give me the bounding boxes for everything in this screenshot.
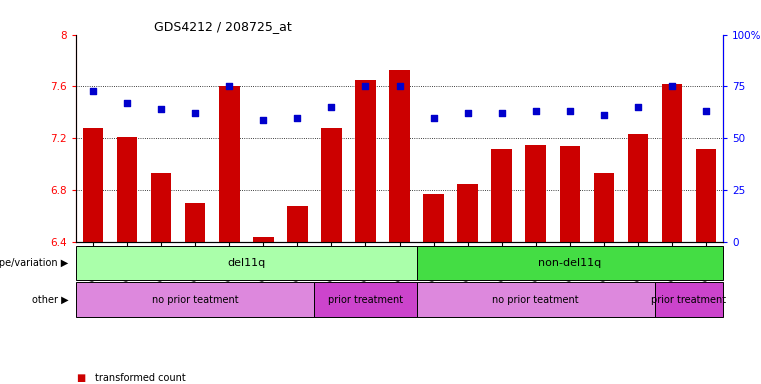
Text: no prior teatment: no prior teatment bbox=[492, 295, 579, 305]
Text: other ▶: other ▶ bbox=[32, 295, 68, 305]
Point bbox=[530, 108, 542, 114]
Point bbox=[223, 83, 235, 89]
Bar bbox=[655, 282, 723, 317]
Point bbox=[393, 83, 406, 89]
Point bbox=[495, 110, 508, 116]
Point bbox=[428, 114, 440, 121]
Point bbox=[326, 104, 338, 110]
Point bbox=[121, 100, 133, 106]
Point bbox=[87, 88, 99, 94]
Bar bbox=[185, 203, 205, 242]
Bar bbox=[287, 206, 307, 242]
Text: prior treatment: prior treatment bbox=[328, 295, 403, 305]
Bar bbox=[253, 237, 273, 242]
Text: del11q: del11q bbox=[228, 258, 266, 268]
Bar bbox=[117, 137, 138, 242]
Point bbox=[155, 106, 167, 112]
Text: GDS4212 / 208725_at: GDS4212 / 208725_at bbox=[154, 20, 291, 33]
Point bbox=[632, 104, 644, 110]
Text: genotype/variation ▶: genotype/variation ▶ bbox=[0, 258, 68, 268]
Bar bbox=[321, 128, 342, 242]
Bar bbox=[416, 246, 723, 280]
Bar bbox=[83, 128, 103, 242]
Text: transformed count: transformed count bbox=[95, 373, 186, 383]
Point bbox=[700, 108, 712, 114]
Text: prior treatment: prior treatment bbox=[651, 295, 727, 305]
Bar bbox=[355, 80, 376, 242]
Point bbox=[189, 110, 202, 116]
Bar bbox=[151, 173, 171, 242]
Text: ■: ■ bbox=[76, 373, 85, 383]
Bar bbox=[559, 146, 580, 242]
Bar bbox=[219, 86, 240, 242]
Bar bbox=[526, 145, 546, 242]
Point bbox=[564, 108, 576, 114]
Point bbox=[359, 83, 371, 89]
Bar bbox=[76, 246, 416, 280]
Point bbox=[257, 116, 269, 122]
Bar bbox=[314, 282, 416, 317]
Bar bbox=[696, 149, 716, 242]
Bar bbox=[628, 134, 648, 242]
Point bbox=[291, 114, 304, 121]
Point bbox=[461, 110, 473, 116]
Bar bbox=[661, 84, 682, 242]
Text: non-del11q: non-del11q bbox=[538, 258, 601, 268]
Bar bbox=[416, 282, 655, 317]
Point bbox=[597, 113, 610, 119]
Bar bbox=[423, 194, 444, 242]
Bar bbox=[457, 184, 478, 242]
Text: no prior teatment: no prior teatment bbox=[152, 295, 238, 305]
Bar bbox=[76, 282, 314, 317]
Bar bbox=[390, 70, 409, 242]
Point bbox=[666, 83, 678, 89]
Bar bbox=[492, 149, 512, 242]
Bar bbox=[594, 173, 614, 242]
